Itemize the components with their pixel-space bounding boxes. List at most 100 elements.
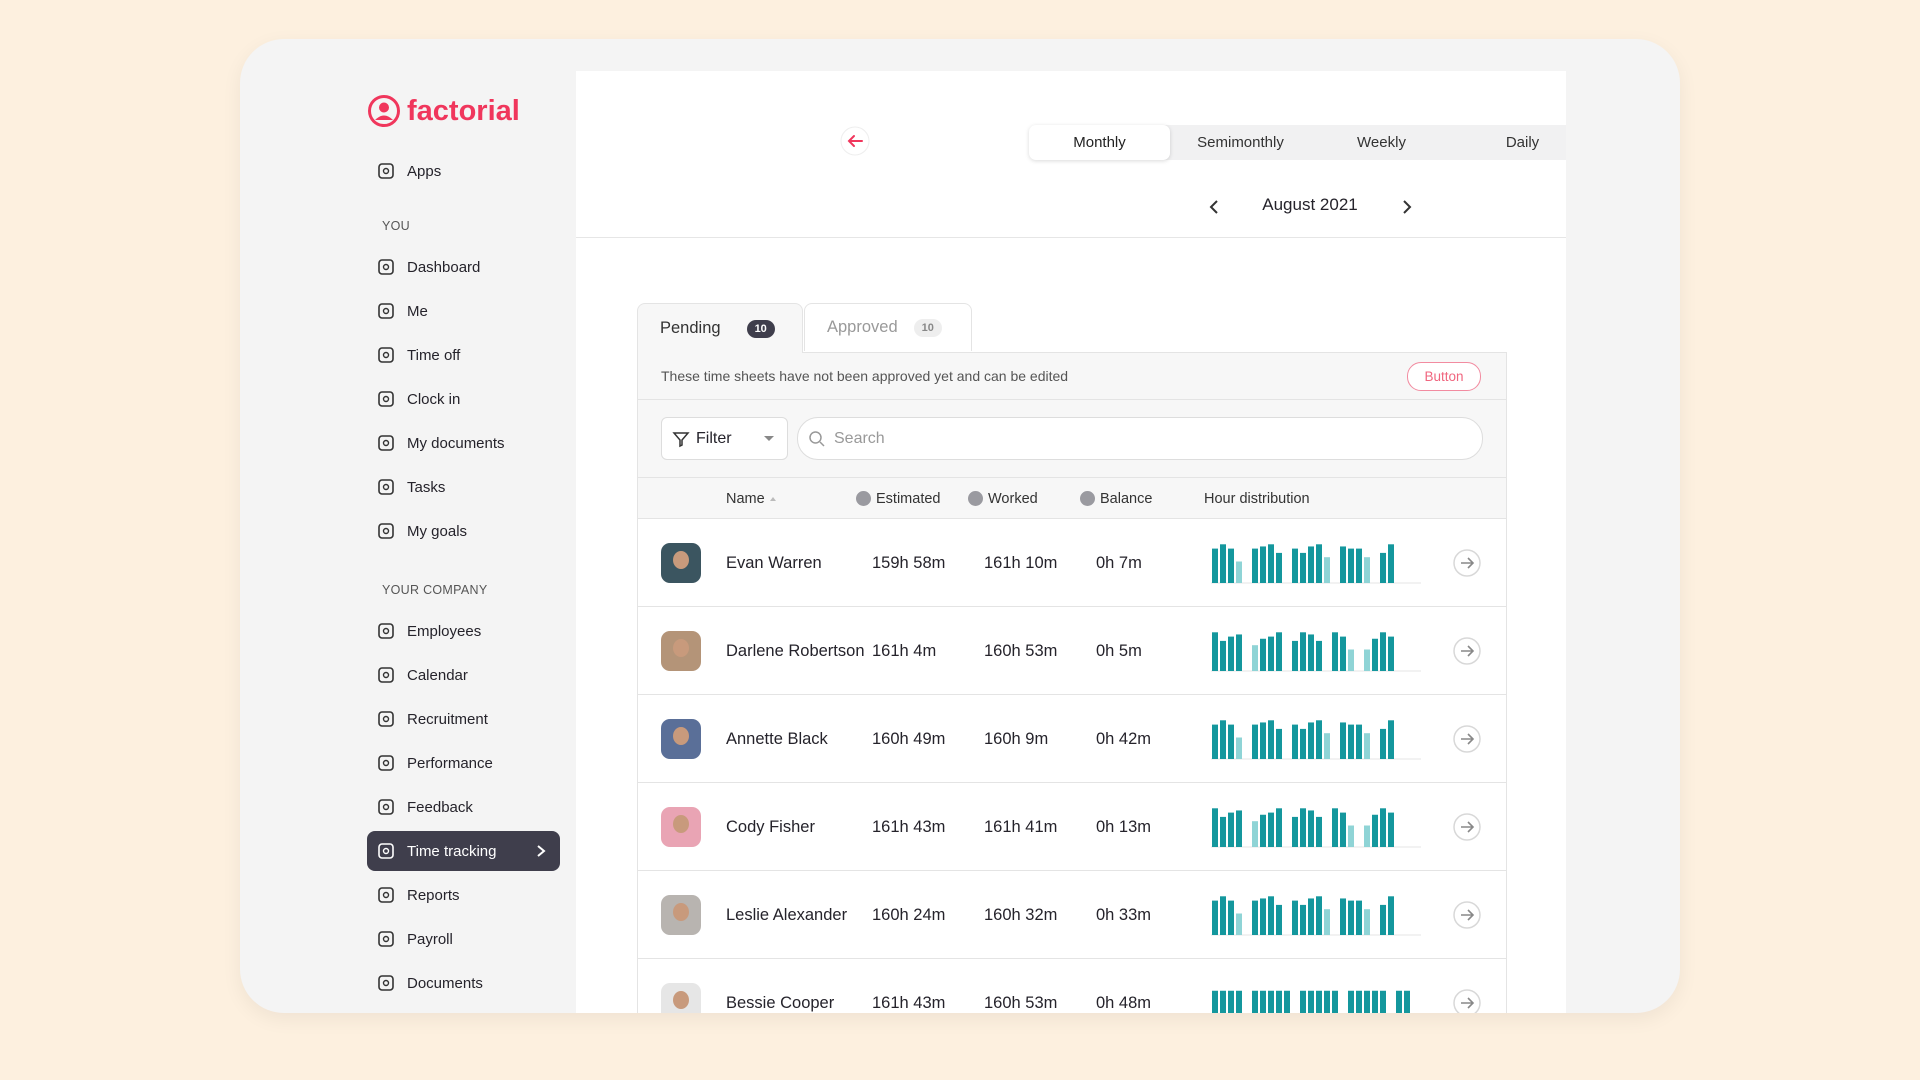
hour-bar <box>1396 990 1402 1013</box>
period-tab[interactable]: Weekly <box>1357 134 1406 151</box>
nav-label: Recruitment <box>407 710 488 728</box>
row-open[interactable] <box>1453 813 1481 841</box>
hour-bar <box>1380 728 1386 759</box>
nav-icon <box>378 975 394 991</box>
cell-estimated: 161h 43m <box>872 817 946 836</box>
status-tab[interactable]: Pending 10 <box>637 303 803 353</box>
cell-balance: 0h 5m <box>1096 641 1142 660</box>
hour-bar <box>1332 808 1338 847</box>
hour-distribution <box>1211 544 1421 584</box>
hour-bar <box>1268 544 1274 583</box>
nav-label: Documents <box>407 974 483 992</box>
divider <box>638 518 1506 519</box>
hour-bar <box>1292 548 1298 583</box>
avatar <box>661 631 701 671</box>
row-open[interactable] <box>1453 901 1481 929</box>
nav-icon <box>378 887 394 903</box>
nav-item[interactable]: Feedback <box>367 787 560 827</box>
hour-bar <box>1356 990 1362 1013</box>
hour-bar <box>1292 640 1298 671</box>
nav-item[interactable]: Tasks <box>367 467 560 507</box>
hour-bar <box>1388 636 1394 671</box>
hour-bar <box>1308 722 1314 759</box>
nav-label: Clock in <box>407 390 461 408</box>
hour-bar <box>1220 544 1226 583</box>
nav-item[interactable]: Me <box>367 291 560 331</box>
prev-month[interactable] <box>1206 198 1222 216</box>
period-tab[interactable]: Monthly <box>1029 125 1170 160</box>
nav-item[interactable]: Recruitment <box>367 699 560 739</box>
hour-bar <box>1260 898 1266 935</box>
back-button[interactable] <box>840 126 870 156</box>
nav-item[interactable]: Employees <box>367 611 560 651</box>
filter[interactable]: Filter <box>661 417 788 460</box>
hour-bar <box>1308 990 1314 1013</box>
column-header: Hour distribution <box>1204 478 1310 519</box>
status-tab[interactable]: Approved 10 <box>804 303 972 351</box>
divider <box>638 399 1506 400</box>
column-header-label: Name <box>726 490 765 507</box>
column-header: Worked <box>968 478 1038 519</box>
nav-label: Feedback <box>407 798 473 816</box>
hour-bar <box>1228 900 1234 935</box>
arrow-icon <box>1453 725 1481 753</box>
hour-bar <box>1252 990 1258 1013</box>
hour-bar <box>1388 896 1394 935</box>
cell-worked: 160h 9m <box>984 729 1049 748</box>
hour-bar <box>1316 720 1322 759</box>
info-icon <box>1080 491 1095 506</box>
row-open[interactable] <box>1453 637 1481 665</box>
hour-bar <box>1276 552 1282 583</box>
hour-distribution <box>1211 720 1421 760</box>
table-row: Evan Warren 159h 58m 161h 10m 0h 7m <box>638 519 1506 607</box>
avatar-face <box>673 727 689 745</box>
nav-icon <box>378 259 394 275</box>
nav-item[interactable]: Calendar <box>367 655 560 695</box>
period-tab[interactable]: Semimonthly <box>1197 134 1284 151</box>
nav-item[interactable]: Time tracking <box>367 831 560 871</box>
nav-item[interactable]: Documents <box>367 963 560 1003</box>
nav-item[interactable]: My goals <box>367 511 560 551</box>
avatar-face <box>673 815 689 833</box>
hour-bar <box>1276 728 1282 759</box>
nav-chevron <box>537 845 546 857</box>
nav-label: Reports <box>407 886 460 904</box>
nav-item[interactable]: Reports <box>367 875 560 915</box>
hour-bar <box>1356 900 1362 935</box>
nav-icon <box>378 435 394 451</box>
nav-item[interactable]: Clock in <box>367 379 560 419</box>
nav-icon <box>378 843 394 859</box>
hour-bar <box>1220 896 1226 935</box>
nav-item[interactable]: Dashboard <box>367 247 560 287</box>
hour-bar <box>1236 634 1242 671</box>
hour-bar <box>1372 638 1378 671</box>
search[interactable]: Search <box>797 417 1483 460</box>
nav-label: Tasks <box>407 478 446 496</box>
status-tab-count: 10 <box>913 318 942 337</box>
period-tabs: Monthly Semimonthly Weekly Daily <box>1029 125 1566 160</box>
hour-bar <box>1228 724 1234 759</box>
nav-item[interactable]: Apps <box>367 151 560 191</box>
hour-bar <box>1292 724 1298 759</box>
row-open[interactable] <box>1453 725 1481 753</box>
period-tab[interactable]: Daily <box>1505 134 1540 151</box>
cell-balance: 0h 42m <box>1096 729 1152 748</box>
nav-item[interactable]: Time off <box>367 335 560 375</box>
table-row: Cody Fisher 161h 43m 161h 41m 0h 13m <box>638 783 1506 871</box>
hour-bar <box>1308 810 1314 847</box>
hour-bar <box>1316 640 1322 671</box>
column-header[interactable]: Name <box>726 478 777 519</box>
cell-worked: 160h 53m <box>984 641 1058 660</box>
hour-bar <box>1340 722 1346 759</box>
nav-item[interactable]: My documents <box>367 423 560 463</box>
next-month[interactable] <box>1399 198 1415 216</box>
row-open[interactable] <box>1453 549 1481 577</box>
hour-bar <box>1268 720 1274 759</box>
hour-bar <box>1364 825 1370 847</box>
button[interactable]: Button <box>1407 362 1481 391</box>
hour-bar <box>1292 816 1298 847</box>
row-open[interactable] <box>1453 989 1481 1013</box>
nav-item[interactable]: Payroll <box>367 919 560 959</box>
arrow-icon <box>1453 813 1481 841</box>
nav-item[interactable]: Performance <box>367 743 560 783</box>
